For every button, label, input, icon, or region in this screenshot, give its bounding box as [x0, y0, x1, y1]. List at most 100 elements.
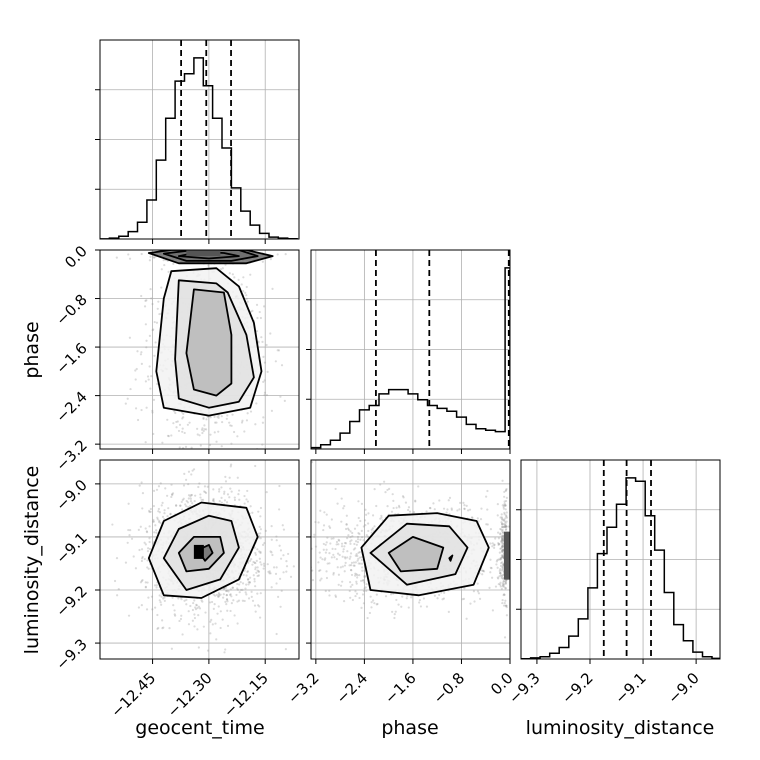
scatter-point — [269, 550, 272, 553]
scatter-point — [140, 604, 143, 607]
scatter-point — [256, 316, 259, 320]
scatter-point — [161, 619, 164, 622]
scatter-point — [175, 426, 178, 429]
scatter-point — [361, 593, 365, 596]
y-axis-label-luminosity-distance: luminosity_distance — [21, 466, 43, 655]
scatter-point — [155, 488, 159, 491]
scatter-point — [500, 540, 503, 543]
scatter-point — [330, 556, 333, 559]
scatter-point — [313, 533, 316, 536]
scatter-point — [150, 297, 153, 300]
scatter-point — [468, 508, 472, 511]
scatter-point — [501, 585, 504, 588]
scatter-point — [246, 570, 249, 574]
scatter-point — [529, 512, 531, 514]
scatter-point — [303, 572, 305, 574]
scatter-point — [358, 574, 361, 577]
contour-line — [174, 279, 255, 409]
scatter-point — [145, 339, 148, 342]
scatter-point — [486, 523, 489, 526]
scatter-point — [336, 502, 339, 505]
scatter-point — [181, 417, 184, 420]
scatter-point — [384, 595, 388, 598]
scatter-point — [375, 593, 378, 596]
scatter-point — [220, 415, 223, 418]
scatter-point — [257, 570, 261, 573]
scatter-point — [270, 551, 273, 554]
scatter-point — [292, 565, 295, 568]
scatter-point — [498, 542, 501, 546]
scatter-point — [271, 287, 274, 290]
scatter-point — [246, 578, 250, 581]
scatter-point — [139, 525, 142, 528]
scatter-point — [214, 594, 217, 597]
scatter-point — [257, 534, 261, 537]
scatter-point — [155, 586, 158, 589]
scatter-point — [319, 569, 322, 572]
x-tick-label: −9.3 — [505, 669, 543, 707]
scatter-point — [499, 557, 503, 560]
scatter-point — [418, 598, 421, 602]
scatter-point — [275, 566, 278, 569]
scatter-point — [167, 270, 170, 273]
scatter-point — [270, 538, 273, 541]
scatter-point — [503, 511, 506, 514]
scatter-point — [353, 542, 356, 546]
scatter-point — [217, 243, 219, 245]
scatter-point — [469, 602, 472, 605]
scatter-point — [225, 589, 228, 593]
scatter-point — [140, 294, 143, 298]
scatter-point — [153, 531, 156, 534]
scatter-point — [127, 528, 130, 532]
scatter-point — [471, 516, 474, 519]
scatter-point — [237, 599, 241, 602]
scatter-point — [386, 488, 389, 492]
scatter-point — [337, 583, 340, 586]
scatter-point — [580, 566, 582, 568]
scatter-point — [254, 610, 257, 613]
scatter-point — [259, 550, 262, 554]
scatter-point — [287, 552, 290, 556]
scatter-point — [410, 596, 413, 599]
scatter-point — [165, 242, 167, 244]
scatter-point — [356, 576, 359, 579]
scatter-point — [406, 594, 409, 597]
scatter-point — [180, 598, 183, 601]
scatter-point — [173, 609, 176, 612]
scatter-point — [254, 551, 257, 555]
scatter-point — [513, 538, 515, 540]
scatter-point — [360, 556, 363, 559]
scatter-point — [173, 410, 176, 413]
scatter-point — [261, 260, 264, 263]
scatter-point — [501, 479, 504, 482]
scatter-point — [160, 603, 163, 606]
scatter-point — [501, 546, 504, 549]
scatter-point — [305, 580, 307, 582]
scatter-point — [245, 297, 248, 300]
scatter-point — [504, 508, 507, 511]
scatter-point — [278, 544, 281, 547]
scatter-point — [190, 446, 193, 449]
scatter-point — [500, 576, 503, 580]
scatter-point — [347, 534, 350, 537]
panel-frame — [99, 39, 300, 240]
scatter-point — [197, 646, 200, 649]
scatter-point — [185, 499, 188, 503]
scatter-point — [226, 414, 229, 417]
scatter-point — [158, 312, 161, 316]
scatter-point — [226, 600, 229, 603]
scatter-point — [146, 559, 149, 562]
scatter-point — [344, 561, 347, 564]
scatter-point — [480, 569, 483, 572]
scatter-point — [212, 607, 215, 610]
scatter-point — [325, 570, 328, 573]
scatter-point — [348, 564, 351, 567]
scatter-point — [214, 622, 217, 625]
scatter-point — [236, 582, 239, 586]
scatter-point — [257, 570, 260, 573]
scatter-point — [322, 528, 325, 532]
scatter-point — [503, 495, 506, 498]
scatter-point — [222, 587, 226, 590]
scatter-point — [494, 537, 497, 540]
scatter-point — [501, 567, 504, 570]
